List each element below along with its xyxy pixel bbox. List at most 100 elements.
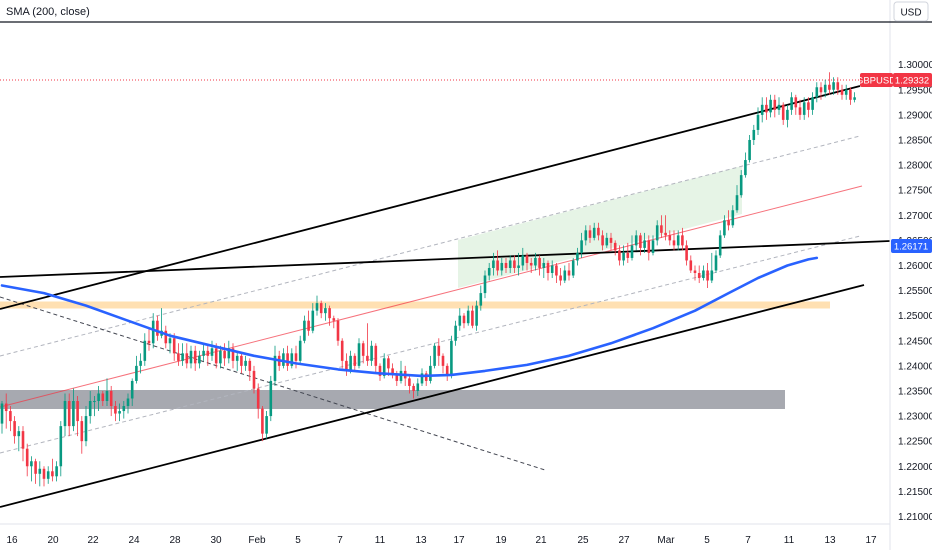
candle-body xyxy=(781,104,785,120)
candle-body xyxy=(576,252,579,261)
candle xyxy=(135,355,138,384)
candle xyxy=(445,363,449,381)
candle-body xyxy=(529,262,533,266)
candle-body xyxy=(172,338,176,354)
candle-body xyxy=(51,471,54,477)
candle-body xyxy=(668,235,672,241)
currency-button[interactable]: USD xyxy=(893,1,929,22)
time-tick-label: 13 xyxy=(824,535,836,546)
candle-body xyxy=(185,353,189,364)
candle xyxy=(668,230,672,246)
candle-body xyxy=(311,310,315,331)
candle-body xyxy=(214,348,218,364)
candle xyxy=(815,82,819,103)
candle-body xyxy=(496,260,499,271)
candle xyxy=(731,205,735,228)
candle-body xyxy=(17,431,21,437)
candle xyxy=(697,265,701,284)
candle xyxy=(122,401,126,419)
candle-body xyxy=(198,355,201,364)
candle-body xyxy=(538,257,541,268)
candle-body xyxy=(508,260,512,268)
upper-trendline xyxy=(0,85,861,310)
candle xyxy=(471,305,474,329)
price-tick-label: 1.30000 xyxy=(898,60,932,71)
candle-body xyxy=(156,320,159,336)
currency-button-bg[interactable] xyxy=(893,1,929,22)
parallel-channel-fill xyxy=(458,166,742,288)
candle-body xyxy=(613,242,617,251)
plot-area[interactable] xyxy=(0,0,890,524)
candle-body xyxy=(744,160,747,176)
candle-body xyxy=(664,232,667,236)
channel-upper-dashed xyxy=(0,135,861,357)
candle-body xyxy=(655,225,659,241)
price-tick-label: 1.28500 xyxy=(898,135,932,146)
candle-body xyxy=(601,235,604,246)
candle xyxy=(546,260,550,281)
price-tick-label: 1.25500 xyxy=(898,286,932,297)
candle-body xyxy=(752,129,756,140)
candle-body xyxy=(21,431,25,449)
candle xyxy=(630,235,634,261)
candle-body xyxy=(618,250,621,261)
candle-body xyxy=(122,406,126,412)
candle-body xyxy=(286,353,289,366)
price-tick-label: 1.26000 xyxy=(898,261,932,272)
level-price-badge: 1.26171 xyxy=(891,239,932,253)
candle-body xyxy=(261,408,264,434)
candle-body xyxy=(93,401,96,403)
candle xyxy=(387,355,390,376)
candle xyxy=(424,370,428,386)
candle-body xyxy=(240,355,243,366)
price-tick-label: 1.21500 xyxy=(898,487,932,498)
candle xyxy=(643,232,646,253)
candle xyxy=(332,315,336,329)
candle-body xyxy=(794,97,798,108)
candle-body xyxy=(714,255,718,271)
candle-body xyxy=(819,87,823,93)
candle xyxy=(34,458,37,484)
symbol-badge-bg xyxy=(860,73,893,87)
price-axis[interactable] xyxy=(890,0,932,550)
candle-body xyxy=(513,260,516,268)
candle xyxy=(735,185,739,213)
candle xyxy=(164,325,168,349)
candle xyxy=(227,340,231,364)
candle-body xyxy=(193,350,197,364)
candle xyxy=(727,210,730,231)
candle xyxy=(177,343,180,366)
candle-body xyxy=(168,338,172,344)
candle-body xyxy=(101,393,105,402)
candle xyxy=(685,240,688,266)
candle xyxy=(261,406,264,442)
currency-label[interactable]: USD xyxy=(900,8,921,19)
candle-body xyxy=(319,303,323,314)
candle-body xyxy=(643,240,646,248)
candle-body xyxy=(647,240,651,253)
time-tick-label: 7 xyxy=(745,535,751,546)
candle-body xyxy=(471,310,474,326)
candle xyxy=(849,87,852,105)
candle xyxy=(80,416,84,454)
candle-body xyxy=(735,195,739,211)
candle xyxy=(42,466,46,487)
lower-trendline xyxy=(0,284,865,508)
candle xyxy=(597,222,600,241)
candle xyxy=(634,230,638,251)
candle xyxy=(189,345,193,369)
candle-body xyxy=(282,353,285,366)
candle-body xyxy=(13,421,16,437)
time-tick-label: 21 xyxy=(535,535,547,546)
candle-body xyxy=(832,82,835,90)
candle xyxy=(458,308,462,331)
candle-body xyxy=(290,353,294,366)
candle-body xyxy=(563,270,567,281)
indicator-legend[interactable]: SMA (200, close) xyxy=(6,6,90,18)
demand-zone xyxy=(0,390,785,409)
time-tick-label: Mar xyxy=(657,535,675,546)
candle xyxy=(181,343,184,366)
candle xyxy=(832,77,835,95)
price-tick-label: 1.23000 xyxy=(898,412,932,423)
